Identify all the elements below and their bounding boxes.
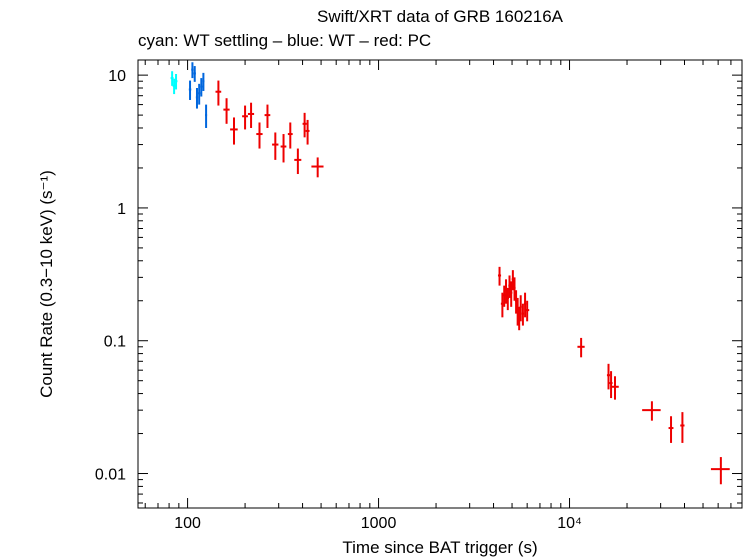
data-point-pc bbox=[519, 295, 522, 322]
data-point-pc bbox=[611, 376, 619, 400]
data-point-pc bbox=[609, 371, 613, 399]
data-point-pc bbox=[294, 148, 302, 175]
data-point-pc bbox=[256, 122, 263, 149]
chart-title: Swift/XRT data of GRB 160216A bbox=[317, 7, 564, 26]
y-tick-label: 1 bbox=[117, 201, 126, 218]
chart-subtitle: cyan: WT settling – blue: WT – red: PC bbox=[138, 31, 431, 50]
minor-ticks bbox=[138, 60, 742, 508]
x-tick-label: 10⁴ bbox=[557, 515, 582, 532]
data-point-pc bbox=[272, 132, 279, 160]
tick-labels: 100 1000 10⁴ 0.01 0.1 1 10 bbox=[95, 68, 582, 532]
data-point-pc bbox=[668, 416, 674, 443]
x-tick-label: 100 bbox=[174, 515, 201, 532]
data-point-pc bbox=[680, 412, 685, 443]
data-point-wt bbox=[205, 104, 208, 128]
data-point-pc bbox=[523, 292, 527, 318]
data-point-wt bbox=[188, 80, 192, 100]
data-point-pc bbox=[302, 112, 307, 138]
y-tick-label: 10 bbox=[108, 68, 126, 85]
data-point-pc bbox=[230, 117, 238, 145]
data-point-pc bbox=[280, 134, 287, 163]
data-point-wt bbox=[198, 83, 201, 105]
y-axis-label: Count Rate (0.3−10 keV) (s⁻¹) bbox=[37, 170, 56, 398]
x-axis-label: Time since BAT trigger (s) bbox=[342, 538, 537, 557]
data-point-pc bbox=[710, 457, 730, 485]
data-point-pc bbox=[223, 98, 230, 124]
data-point-wt-settling bbox=[174, 73, 178, 90]
data-point-pc bbox=[242, 105, 248, 130]
data-point-pc bbox=[497, 266, 502, 286]
data-point-pc bbox=[215, 80, 222, 106]
data-point-pc bbox=[264, 104, 271, 128]
data-point-pc bbox=[311, 157, 324, 178]
y-tick-label: 0.01 bbox=[95, 467, 126, 484]
data-point-pc bbox=[513, 277, 516, 301]
x-tick-label: 1000 bbox=[361, 515, 397, 532]
data-point-pc bbox=[606, 363, 611, 390]
data-point-wt bbox=[191, 62, 194, 79]
major-ticks bbox=[138, 60, 742, 508]
y-tick-label: 0.1 bbox=[104, 334, 126, 351]
data-point-pc bbox=[521, 303, 525, 326]
data-point-pc bbox=[510, 281, 513, 307]
data-point-wt bbox=[202, 72, 205, 91]
data-point-wt bbox=[193, 66, 196, 82]
data-point-pc bbox=[577, 337, 585, 358]
data-point-wt bbox=[200, 78, 203, 97]
data-point-pc bbox=[247, 102, 255, 128]
data-marks bbox=[170, 62, 730, 485]
data-point-pc bbox=[642, 401, 661, 421]
plot-frame bbox=[137, 59, 743, 509]
data-point-pc bbox=[305, 119, 310, 145]
data-point-pc bbox=[525, 300, 530, 322]
data-point-pc bbox=[287, 122, 293, 149]
data-point-wt-settling bbox=[170, 71, 174, 86]
data-point-wt bbox=[195, 88, 199, 109]
